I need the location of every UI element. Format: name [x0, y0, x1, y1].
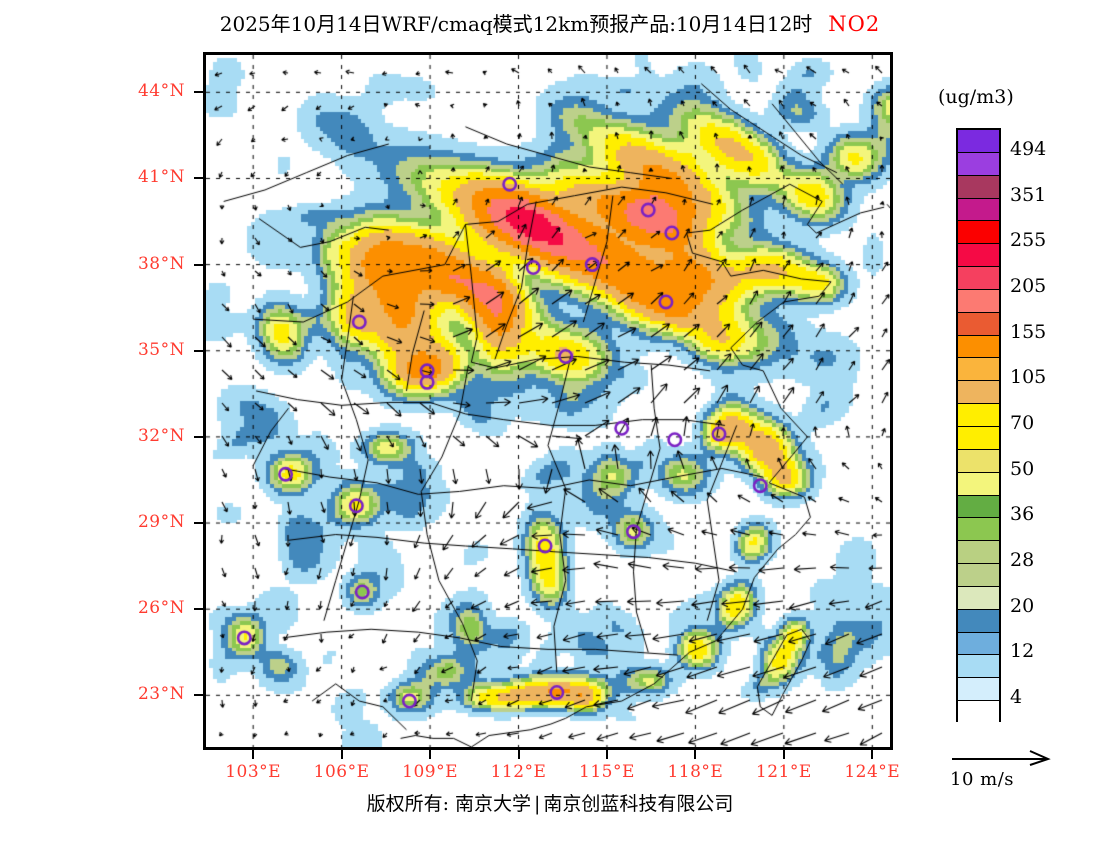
wind-arrow-icon [952, 750, 1051, 766]
colorbar-swatch [958, 427, 999, 450]
lon-tick [694, 750, 697, 759]
colorbar-swatch [958, 564, 999, 587]
chart-title: 2025年10月14日WRF/cmaq模式12km预报产品:10月14日12时 N… [0, 8, 1100, 37]
lat-tick [194, 435, 203, 438]
lon-label: 124°E [844, 762, 901, 782]
colorbar-tick-label: 36 [1010, 503, 1035, 526]
colorbar-swatch [958, 609, 999, 633]
map-raster-layer [206, 55, 890, 747]
colorbar-tick-label: 494 [1010, 137, 1047, 160]
lat-label: 23°N [137, 684, 185, 705]
lat-tick [194, 694, 203, 697]
colorbar-swatch [958, 244, 999, 268]
lon-tick [252, 750, 255, 759]
colorbar-swatch [958, 381, 999, 405]
lon-label: 106°E [313, 762, 370, 782]
colorbar-swatch [958, 130, 999, 153]
colorbar-swatch [958, 152, 999, 176]
lat-label: 32°N [137, 425, 185, 446]
colorbar-tick-label: 70 [1010, 412, 1035, 434]
colorbar-swatch [958, 472, 999, 496]
lat-label: 35°N [137, 339, 185, 360]
wind-scale-label: 10 m/s [950, 769, 1014, 790]
lon-label: 109°E [402, 762, 458, 782]
lat-tick [194, 522, 203, 525]
colorbar-tick-label: 50 [1010, 457, 1035, 480]
colorbar-tick-label: 105 [1010, 366, 1047, 389]
lon-label: 115°E [579, 762, 635, 782]
colorbar-swatch [958, 586, 999, 610]
copyright-footer: 版权所有: 南京大学 | 南京创蓝科技有限公司 [0, 789, 1100, 816]
colorbar-tick-label: 28 [1010, 549, 1035, 572]
lat-label: 41°N [137, 167, 185, 188]
colorbar-swatch [958, 358, 999, 382]
lon-tick [871, 750, 874, 759]
lat-label: 38°N [137, 253, 185, 274]
lon-tick [782, 750, 785, 759]
colorbar-tick-label: 4 [1010, 686, 1023, 709]
title-main-text: 2025年10月14日WRF/cmaq模式12km预报产品:10月14日12时 [219, 12, 813, 36]
title-species-label: NO2 [828, 12, 881, 36]
lat-tick [194, 177, 203, 180]
lon-label: 121°E [755, 762, 812, 782]
colorbar-swatch [958, 495, 999, 519]
lon-label: 103°E [225, 762, 282, 782]
colorbar-swatch [958, 655, 999, 679]
lat-label: 26°N [137, 598, 185, 619]
lat-tick [194, 263, 203, 266]
lon-tick [517, 750, 520, 759]
colorbar-swatch [958, 449, 999, 473]
colorbar-tick-label: 205 [1010, 274, 1047, 297]
footer-owner: 版权所有: 南京大学 [366, 793, 532, 815]
colorbar-tick-label: 155 [1010, 320, 1047, 343]
lat-label: 44°N [137, 81, 185, 102]
colorbar-swatch [958, 267, 999, 290]
wind-scale-key: 10 m/s [950, 748, 1080, 790]
lon-tick [340, 750, 343, 759]
colorbar-swatch [958, 221, 999, 245]
colorbar[interactable] [956, 128, 1001, 724]
lon-label: 118°E [667, 762, 724, 782]
lon-label: 112°E [490, 762, 547, 782]
colorbar-unit-label: (ug/m3) [938, 86, 1014, 108]
colorbar-swatch [958, 701, 999, 724]
colorbar-swatch [958, 198, 999, 222]
colorbar-swatch [958, 404, 999, 427]
lat-label: 29°N [137, 512, 185, 533]
colorbar-tick-label: 12 [1010, 640, 1035, 663]
colorbar-swatch [958, 541, 999, 565]
colorbar-swatch [958, 518, 999, 542]
colorbar-tick-label: 20 [1010, 594, 1035, 617]
lat-tick [194, 91, 203, 94]
lat-tick [194, 349, 203, 352]
colorbar-swatch [958, 632, 999, 656]
colorbar-swatch [958, 335, 999, 359]
lon-tick [429, 750, 432, 759]
colorbar-tick-label: 255 [1010, 229, 1047, 252]
forecast-map[interactable] [203, 52, 893, 750]
colorbar-swatch [958, 678, 999, 702]
lat-tick [194, 608, 203, 611]
lon-tick [605, 750, 608, 759]
colorbar-swatch [958, 289, 999, 313]
colorbar-swatch [958, 175, 999, 199]
colorbar-swatch [958, 312, 999, 336]
footer-company: 南京创蓝科技有限公司 [543, 793, 734, 815]
colorbar-tick-label: 351 [1010, 183, 1047, 206]
footer-separator: | [534, 793, 541, 815]
